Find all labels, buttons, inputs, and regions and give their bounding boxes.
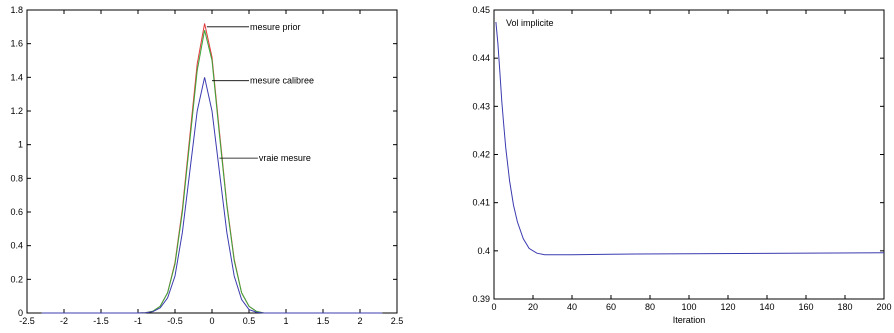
- right-chart: 0 20 40 60 80 100 120 140 160 180 200 0.39 0.4 0.41 0.…: [472, 5, 891, 325]
- annotation-label: vraie mesure: [259, 153, 311, 163]
- left-y-tick-label: 1.4: [10, 72, 23, 82]
- left-x-tick-label: 1: [283, 316, 288, 326]
- right-x-tick-label: 80: [645, 302, 655, 312]
- right-series-line-0: [495, 21, 885, 256]
- right-x-axis-label: Iteration: [673, 315, 706, 325]
- left-series-line-0: [41, 23, 383, 314]
- right-y-tick-label: 0.39: [472, 294, 490, 304]
- right-x-tick-label: 20: [528, 302, 538, 312]
- right-y-tick-label: 0.42: [472, 150, 490, 160]
- right-y-tick-label: 0.45: [472, 5, 490, 15]
- right-y-tick-label: 0.41: [472, 198, 490, 208]
- right-x-tick-label: 200: [876, 302, 891, 312]
- left-x-tick-label: -1: [134, 316, 142, 326]
- right-x-tick-label: 140: [759, 302, 774, 312]
- left-y-tick-label: 0.2: [10, 274, 23, 284]
- annotation-label: mesure prior: [250, 22, 301, 32]
- right-x-tick-label: 180: [837, 302, 852, 312]
- left-y-tick-label: 0.6: [10, 207, 23, 217]
- right-x-tick-label: 100: [681, 302, 696, 312]
- left-x-tick-label: -1.5: [93, 316, 109, 326]
- left-x-tick-label: 2.5: [391, 316, 404, 326]
- annotation-label: mesure calibree: [250, 76, 314, 86]
- left-series-line-2: [41, 77, 383, 314]
- right-y-tick-label: 0.44: [472, 53, 490, 63]
- left-y-tick-label: 0.4: [10, 241, 23, 251]
- left-x-tick-label: 0.5: [243, 316, 256, 326]
- right-x-tick-label: 40: [567, 302, 577, 312]
- left-x-tick-label: 0: [209, 316, 214, 326]
- right-x-tick-label: 0: [491, 302, 496, 312]
- right-y-tick-label: 0.4: [477, 246, 490, 256]
- left-x-tick-label: 2: [357, 316, 362, 326]
- left-x-tick-label: -0.5: [167, 316, 183, 326]
- left-y-tick-label: 1.6: [10, 39, 23, 49]
- left-x-tick-label: 1.5: [317, 316, 330, 326]
- right-axes-box: [493, 9, 885, 300]
- right-y-tick-label: 0.43: [472, 101, 490, 111]
- right-x-tick-label: 120: [720, 302, 735, 312]
- right-chart-title: Vol implicite: [506, 18, 554, 28]
- left-y-tick-label: 1: [18, 140, 23, 150]
- left-x-tick-label: -2: [60, 316, 68, 326]
- left-y-tick-label: 0: [18, 308, 23, 318]
- left-y-tick-label: 0.8: [10, 173, 23, 183]
- left-y-tick-label: 1.8: [10, 5, 23, 15]
- left-series-line-1: [41, 30, 383, 314]
- right-x-tick-label: 60: [606, 302, 616, 312]
- right-x-tick-label: 160: [798, 302, 813, 312]
- left-x-tick-label: -2.5: [19, 316, 35, 326]
- left-chart: -2.5 -2 -1.5 -1 -0.5 0 0.5 1 1.5 2 2.5 0 0.2 0.4 0.6 0.…: [10, 5, 403, 326]
- left-y-tick-label: 1.2: [10, 106, 23, 116]
